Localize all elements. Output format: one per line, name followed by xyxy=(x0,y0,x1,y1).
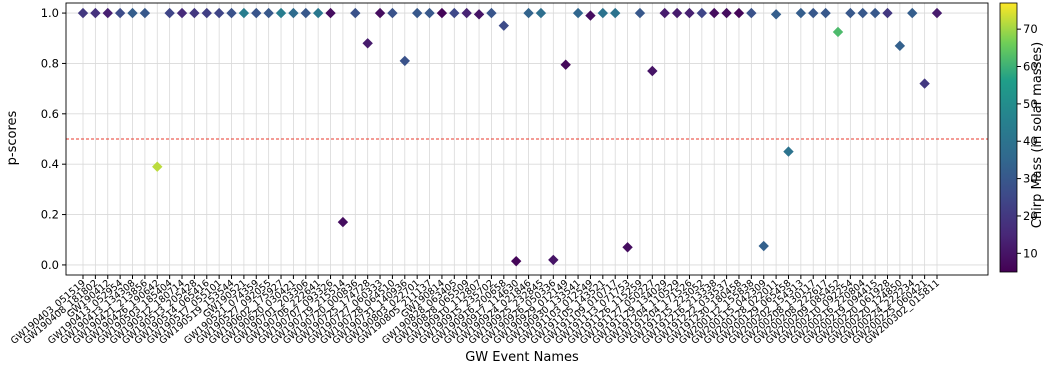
data-point xyxy=(461,7,472,19)
data-point xyxy=(647,65,658,77)
data-point xyxy=(907,7,918,19)
data-point xyxy=(622,242,633,253)
data-point xyxy=(436,7,448,19)
data-point xyxy=(226,7,237,19)
data-point xyxy=(399,55,410,67)
data-point xyxy=(523,7,534,19)
data-point xyxy=(411,7,423,19)
colorbar-gradient xyxy=(999,2,1018,273)
colorbar-tick-label: 30 xyxy=(1023,172,1038,186)
data-point xyxy=(857,7,868,19)
data-point xyxy=(238,7,250,19)
data-point xyxy=(634,7,646,19)
data-point xyxy=(201,7,212,19)
data-point xyxy=(498,20,510,31)
y-tick-label: 0.8 xyxy=(41,56,59,70)
axes-frame xyxy=(65,2,989,276)
data-point xyxy=(572,7,584,19)
data-point xyxy=(127,7,138,19)
data-point xyxy=(709,7,720,19)
data-point xyxy=(449,7,460,19)
y-tick-label: 0.0 xyxy=(41,258,59,272)
data-point xyxy=(77,7,89,19)
data-point xyxy=(610,7,621,19)
data-point xyxy=(845,7,856,19)
data-point xyxy=(820,7,831,19)
data-point xyxy=(300,7,311,19)
data-point xyxy=(164,7,175,19)
data-point xyxy=(770,9,782,20)
data-point xyxy=(139,7,151,19)
data-point xyxy=(758,240,769,252)
data-point xyxy=(832,26,844,38)
data-point xyxy=(808,7,819,19)
data-point xyxy=(114,7,126,19)
data-point xyxy=(510,255,522,267)
colorbar-tick-label: 60 xyxy=(1023,60,1038,74)
data-point xyxy=(152,161,163,172)
y-tick-label: 0.4 xyxy=(41,157,59,171)
data-point xyxy=(696,7,708,19)
data-point xyxy=(90,7,101,19)
data-point xyxy=(424,7,435,19)
y-axis-label: p-scores xyxy=(5,110,20,165)
y-tick-label: 0.6 xyxy=(41,107,59,121)
data-point xyxy=(721,7,732,19)
colorbar-tick-label: 40 xyxy=(1023,134,1038,148)
data-point xyxy=(659,7,670,19)
colorbar-tick-label: 50 xyxy=(1023,97,1038,111)
data-point xyxy=(251,7,262,19)
data-point xyxy=(325,7,336,19)
plot-area: 0.00.20.40.60.81.0GW190403_051519GW19040… xyxy=(9,2,989,347)
data-point xyxy=(387,7,398,19)
data-point xyxy=(585,10,596,21)
data-point xyxy=(288,7,299,19)
data-point xyxy=(473,9,485,20)
colorbar-tick-label: 10 xyxy=(1023,246,1038,260)
data-point xyxy=(486,7,497,19)
data-point xyxy=(746,7,757,19)
data-point xyxy=(795,7,807,19)
data-point xyxy=(783,146,794,157)
data-point xyxy=(275,7,287,19)
colorbar-tick-label: 20 xyxy=(1023,209,1038,223)
y-tick-label: 0.2 xyxy=(41,208,59,222)
x-axis-label: GW Event Names xyxy=(465,350,579,365)
data-point xyxy=(176,7,188,19)
y-tick-label: 1.0 xyxy=(41,6,59,20)
data-point xyxy=(597,7,609,19)
data-point xyxy=(919,78,930,89)
data-point xyxy=(213,7,225,19)
data-point xyxy=(312,7,324,19)
data-point xyxy=(882,7,893,19)
colorbar-tick-label: 70 xyxy=(1023,22,1038,36)
data-point xyxy=(684,7,695,19)
data-point xyxy=(189,7,200,19)
data-point xyxy=(733,7,745,19)
data-point xyxy=(102,7,113,19)
data-point xyxy=(869,7,881,19)
colorbar-label: Chirp Mass (in solar masses) xyxy=(1030,42,1045,228)
data-point xyxy=(931,7,943,19)
data-point xyxy=(560,59,571,70)
data-point xyxy=(337,216,349,228)
data-point xyxy=(548,254,559,266)
data-point xyxy=(350,7,361,19)
data-point xyxy=(374,7,386,19)
data-point xyxy=(362,38,373,49)
colorbar: 10 20 30 40 50 60 70 xyxy=(999,2,1038,273)
data-point xyxy=(671,7,683,19)
data-point xyxy=(535,7,547,19)
data-point xyxy=(894,40,906,52)
data-point xyxy=(263,7,274,19)
